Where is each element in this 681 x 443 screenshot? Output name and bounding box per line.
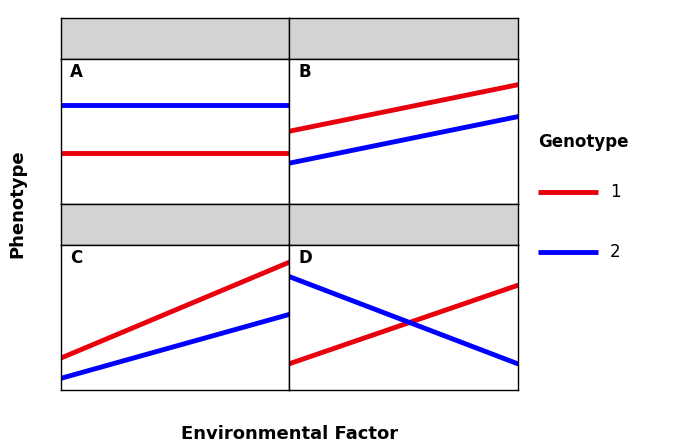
Text: Genotype: Genotype	[538, 133, 629, 151]
Text: 1: 1	[610, 183, 620, 202]
Text: B: B	[298, 63, 311, 81]
Text: 2: 2	[610, 243, 620, 261]
Text: Phenotype: Phenotype	[8, 149, 26, 258]
Text: D: D	[298, 249, 313, 267]
Text: A: A	[70, 63, 83, 81]
Text: Environmental Factor: Environmental Factor	[181, 425, 398, 443]
Text: C: C	[70, 249, 82, 267]
